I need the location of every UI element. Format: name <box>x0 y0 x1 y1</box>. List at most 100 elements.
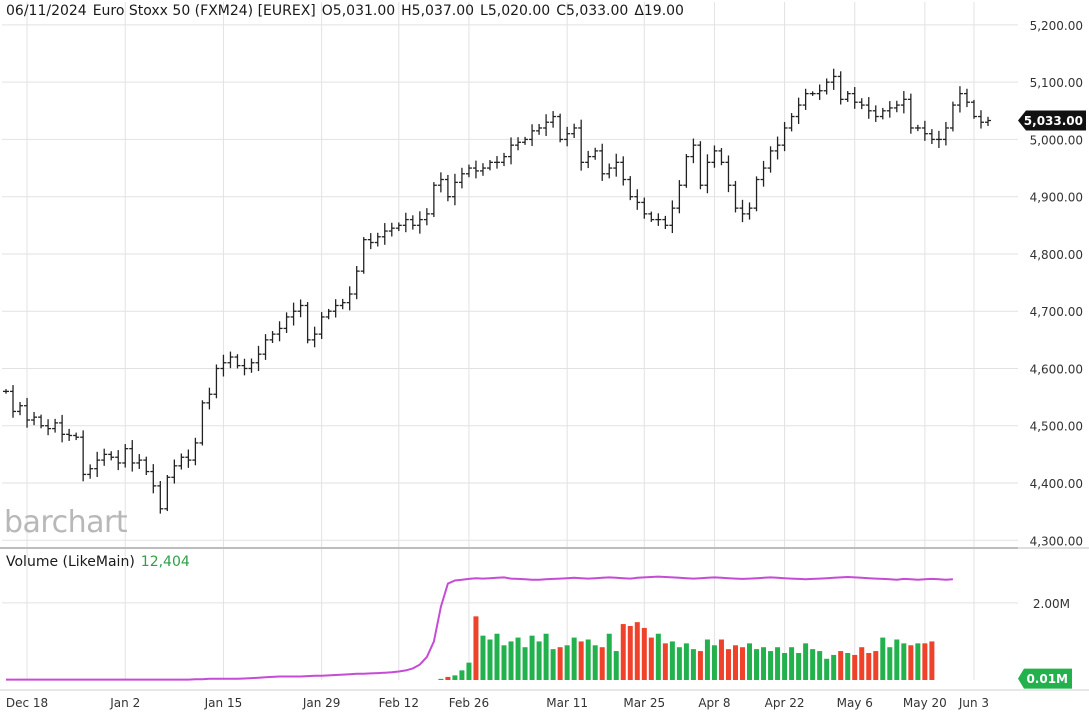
ohlc-bar <box>725 155 732 193</box>
ohlc-bar <box>767 146 774 173</box>
volume-bar <box>859 647 865 680</box>
ohlc-bar <box>942 121 949 146</box>
ohlc-bar <box>914 124 921 132</box>
ohlc-header: 06/11/2024 Euro Stoxx 50 (FXM24) [EUREX] O… <box>6 3 690 19</box>
ohlc-bar <box>508 137 515 165</box>
volume-bar <box>438 678 444 680</box>
ohlc-bar <box>515 137 522 151</box>
ohlc-bar <box>718 148 725 166</box>
ohlc-bar <box>269 330 276 344</box>
volume-bar <box>543 633 549 680</box>
ohlc-bar <box>213 364 220 399</box>
ohlc-bar <box>886 101 893 118</box>
ohlc-bar <box>185 449 192 468</box>
ohlc-bar <box>529 124 536 147</box>
x-tick-label: Mar 11 <box>546 696 588 710</box>
volume-bar <box>831 654 837 680</box>
volume-bar <box>866 653 872 680</box>
ohlc-bar <box>851 87 858 109</box>
ohlc-bar <box>963 88 970 108</box>
volume-bar <box>789 647 795 680</box>
ohlc-bar <box>781 121 788 152</box>
volume-bar <box>894 639 900 680</box>
ohlc-bar <box>367 233 374 250</box>
volume-bar <box>810 649 816 680</box>
volume-bar <box>782 653 788 680</box>
x-tick-label: May 20 <box>903 696 947 710</box>
ohlc-bar <box>451 173 458 206</box>
volume-header: Volume (LikeMain) 12,404 <box>6 554 190 570</box>
ohlc-bar <box>206 387 213 410</box>
ohlc-bar <box>423 208 430 226</box>
ohlc-bar <box>472 160 479 179</box>
ohlc-bar <box>935 130 942 149</box>
x-tick-label: Feb 12 <box>379 696 419 710</box>
ohlc-bar <box>248 358 255 373</box>
ohlc-bar <box>150 464 157 494</box>
ohlc-bar <box>486 160 493 171</box>
ohlc-bar <box>24 397 31 428</box>
ohlc-bar <box>297 299 304 318</box>
x-tick-label: Jan 2 <box>109 696 140 710</box>
barchart-watermark: barchart <box>4 505 128 540</box>
ohlc-bar <box>865 97 872 119</box>
volume-bar <box>887 647 893 680</box>
ohlc-bar <box>3 389 9 394</box>
volume-bar <box>627 626 633 680</box>
ohlc-bar <box>823 78 830 95</box>
volume-last-badge <box>1018 668 1072 689</box>
ohlc-bar <box>760 160 767 187</box>
y-tick-label: 4,300.00 <box>1030 534 1083 548</box>
ohlc-bar <box>234 354 241 369</box>
ohlc-bar <box>325 308 332 320</box>
ohlc-bar <box>907 93 914 134</box>
ohlc-bar <box>956 86 963 113</box>
volume-bar <box>564 645 570 680</box>
ohlc-bar <box>592 147 599 160</box>
volume-bar <box>641 627 647 680</box>
volume-bar <box>768 651 774 680</box>
volume-bar <box>740 647 745 680</box>
ohlc-bar <box>199 400 206 446</box>
ohlc-bar <box>809 91 816 96</box>
volume-bar <box>803 643 809 680</box>
y-tick-label: 4,500.00 <box>1030 420 1083 434</box>
x-tick-label: Dec 18 <box>6 696 48 710</box>
ohlc-bar <box>732 180 739 213</box>
ohlc-bar <box>872 105 879 122</box>
ohlc-bar <box>837 71 844 105</box>
y-tick-label: 5,200.00 <box>1030 19 1083 33</box>
ohlc-bar <box>332 299 339 318</box>
volume-bar <box>852 654 858 680</box>
x-tick-label: Jan 29 <box>302 696 341 710</box>
ohlc-bar <box>970 99 977 119</box>
volume-ma-line <box>6 575 953 681</box>
ohlc-bar <box>52 418 59 433</box>
ohlc-bar <box>641 197 648 219</box>
volume-bar <box>775 647 781 680</box>
last-price-badge <box>1018 110 1086 131</box>
volume-bar <box>824 658 830 680</box>
volume-bar <box>683 643 689 680</box>
ohlc-bar <box>108 451 115 461</box>
ohlc-bar <box>87 464 94 479</box>
volume-bar <box>452 675 458 680</box>
volume-bar <box>697 651 703 680</box>
ohlc-bar <box>304 302 311 344</box>
ohlc-bar <box>374 232 381 247</box>
volume-bar <box>901 643 907 680</box>
ohlc-bar <box>290 302 297 326</box>
volume-bar <box>550 649 556 680</box>
ohlc-bar <box>360 237 367 274</box>
volume-bar <box>578 641 584 680</box>
ohlc-bar <box>501 152 508 167</box>
volume-bar <box>796 653 802 680</box>
volume-bar <box>873 651 879 680</box>
ohlc-bar <box>858 98 865 110</box>
ohlc-bar <box>129 440 136 472</box>
ohlc-bar <box>66 428 73 441</box>
volume-bar <box>676 647 682 680</box>
ohlc-bar <box>402 212 409 233</box>
y-tick-label: 5,000.00 <box>1030 133 1083 147</box>
volume-bar <box>592 645 598 680</box>
